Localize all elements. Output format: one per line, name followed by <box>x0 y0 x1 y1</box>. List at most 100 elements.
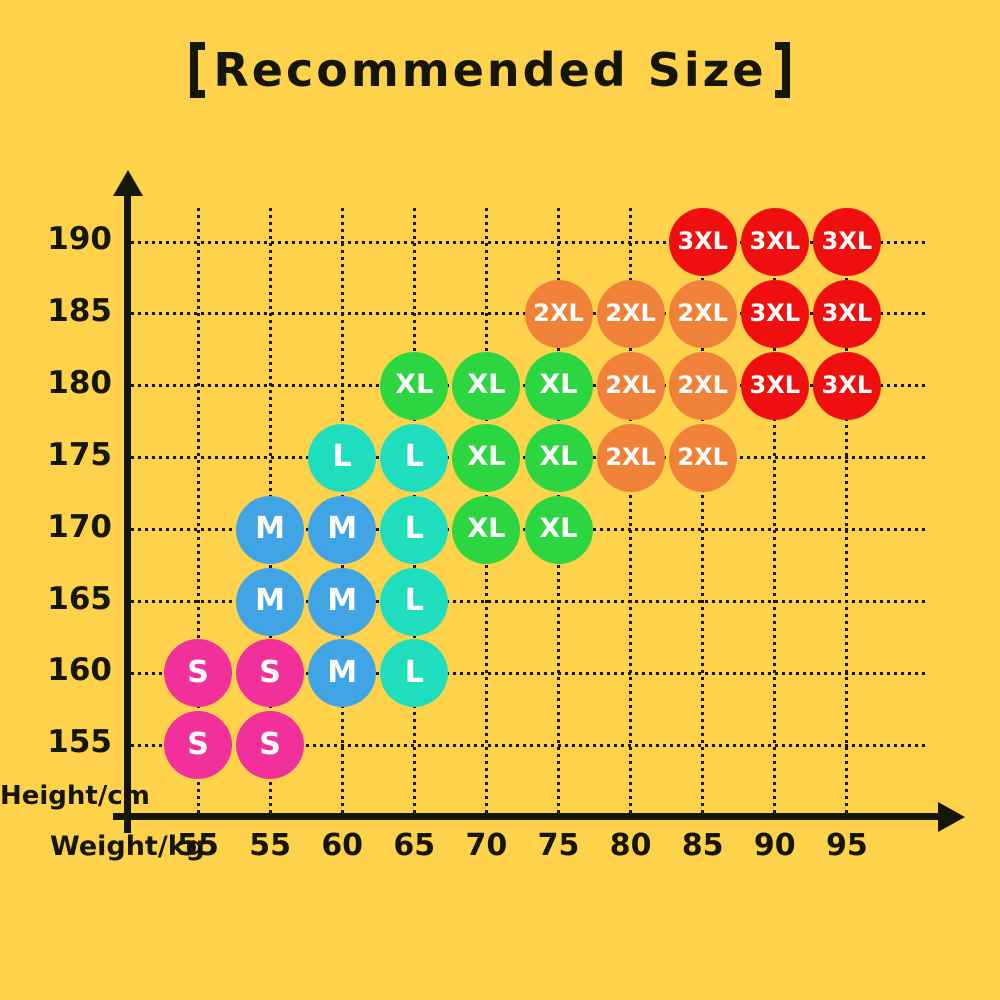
size-dot: XL <box>452 351 521 420</box>
y-tick-label: 180 <box>47 364 112 401</box>
left-lenticular-bracket <box>190 42 206 98</box>
y-tick-label: 185 <box>47 292 112 329</box>
size-dot: M <box>236 567 305 636</box>
y-axis-arrow-icon <box>113 170 143 196</box>
gridline-vertical <box>773 208 777 817</box>
y-tick-label: 175 <box>47 436 112 473</box>
size-dot: XL <box>524 495 593 564</box>
size-dot: S <box>236 711 305 780</box>
x-tick-label: 85 <box>681 828 724 863</box>
size-dot-label: XL <box>395 369 434 401</box>
size-dot: S <box>236 639 305 708</box>
size-dot: S <box>164 639 232 708</box>
size-dot-label: 2XL <box>677 442 728 471</box>
gridline-vertical <box>196 208 200 817</box>
size-dot-label: 2XL <box>533 298 584 327</box>
gridline-horizontal <box>131 743 925 747</box>
gridline-horizontal <box>131 240 925 244</box>
size-dot-label: 3XL <box>677 227 728 255</box>
gridline-vertical <box>845 208 849 817</box>
size-dot-label: 3XL <box>821 370 873 399</box>
size-dot-label: M <box>327 511 358 547</box>
size-dot: M <box>308 567 377 636</box>
x-tick-label: 65 <box>393 828 436 863</box>
size-dot-label: 2XL <box>677 370 728 399</box>
size-dot-label: XL <box>467 513 506 545</box>
size-dot-label: XL <box>539 369 578 401</box>
size-dot: 3XL <box>668 208 737 276</box>
size-dot-label: M <box>255 511 286 547</box>
size-dot-label: 2XL <box>605 298 656 327</box>
size-dot-label: XL <box>467 441 506 473</box>
size-dot: 2XL <box>668 279 737 348</box>
size-dot-label: M <box>327 654 358 690</box>
size-dot-label: 3XL <box>749 227 801 255</box>
size-dot: 3XL <box>812 351 881 420</box>
size-dot-label: L <box>404 654 424 690</box>
y-tick-label: 155 <box>47 724 112 761</box>
size-dot: 2XL <box>596 279 665 348</box>
size-dot: 2XL <box>596 351 665 420</box>
weight-axis-label: Weight/kg <box>50 831 205 862</box>
x-axis <box>113 813 941 820</box>
size-dot-label: 3XL <box>749 298 801 327</box>
size-dot-label: M <box>327 583 358 618</box>
size-dot-label: S <box>187 654 209 690</box>
x-tick-label: 55 <box>249 828 291 863</box>
size-dot: S <box>164 711 232 780</box>
size-dot: 2XL <box>524 279 593 348</box>
size-dot-label: L <box>404 439 424 475</box>
x-tick-label: 70 <box>465 828 508 863</box>
x-tick-label: 80 <box>609 828 652 863</box>
gridline-horizontal <box>131 671 925 675</box>
x-tick-label: 55 <box>177 828 219 863</box>
size-dot-label: 2XL <box>605 370 656 399</box>
x-tick-label: 75 <box>537 828 580 863</box>
size-dot: XL <box>452 495 521 564</box>
size-dot: 2XL <box>668 351 737 420</box>
size-dot: M <box>308 495 377 564</box>
size-dot: L <box>380 423 449 492</box>
size-dot: XL <box>524 351 593 420</box>
size-dot-label: 3XL <box>821 227 873 255</box>
y-tick-label: 165 <box>47 580 112 617</box>
size-dot-label: L <box>404 511 424 547</box>
gridline-vertical <box>701 208 705 817</box>
size-dot: 2XL <box>596 423 665 492</box>
size-dot-label: L <box>404 583 424 618</box>
y-tick-label: 190 <box>47 221 112 257</box>
chart-title: Recommended Size <box>0 42 980 98</box>
y-tick-label: 160 <box>47 652 112 689</box>
size-dot: 3XL <box>812 208 881 276</box>
size-dot: L <box>380 567 449 636</box>
size-dot: L <box>380 495 449 564</box>
right-lenticular-bracket <box>774 42 790 98</box>
x-tick-label: 90 <box>753 828 796 863</box>
size-dot: 3XL <box>740 208 809 276</box>
size-dot-label: M <box>255 583 286 618</box>
size-dot-label: S <box>187 726 209 762</box>
y-tick-label: 170 <box>47 508 112 545</box>
height-axis-label: Height/cm <box>0 781 150 811</box>
size-dot: L <box>308 423 377 492</box>
size-dot: XL <box>380 351 449 420</box>
chart-title-text: Recommended Size <box>213 43 767 97</box>
gridline-vertical <box>629 208 633 817</box>
x-tick-label: 60 <box>321 828 364 863</box>
size-dot-label: XL <box>539 513 578 545</box>
size-dot: XL <box>452 423 521 492</box>
size-dot-label: 3XL <box>749 370 801 399</box>
size-dot-label: XL <box>467 369 506 401</box>
x-axis-arrow-icon <box>938 802 965 832</box>
size-dot: L <box>380 639 449 708</box>
size-dot-label: S <box>259 726 281 762</box>
y-axis <box>124 186 131 833</box>
size-dot: XL <box>524 423 593 492</box>
size-dot-label: 2XL <box>605 442 656 471</box>
size-dot: 2XL <box>668 423 737 492</box>
size-dot-label: 3XL <box>821 298 873 327</box>
size-dot: M <box>236 495 305 564</box>
size-dot: 3XL <box>740 351 809 420</box>
size-dot: M <box>308 639 377 708</box>
